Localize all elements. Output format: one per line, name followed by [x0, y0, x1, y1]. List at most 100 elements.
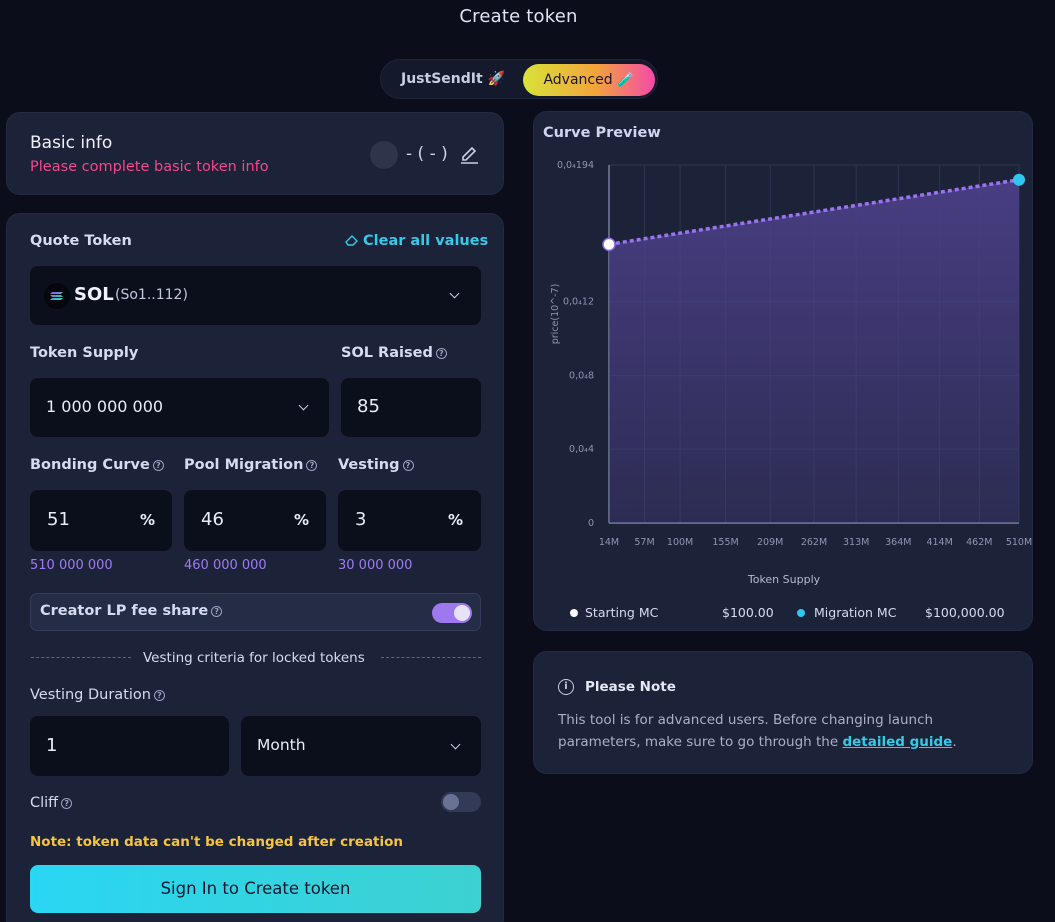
x-tick-label: 462M — [966, 537, 992, 548]
basic-info-card[interactable]: Basic info Please complete basic token i… — [6, 112, 504, 195]
vesting-divider-left — [31, 657, 131, 658]
x-tick-label: 155M — [712, 537, 738, 548]
toggle-knob — [454, 605, 470, 621]
sol-raised-label-text: SOL Raised — [341, 345, 433, 361]
pool-migration-tokens: 460 000 000 — [184, 558, 267, 573]
creator-lp-toggle[interactable] — [432, 603, 472, 623]
sol-raised-input[interactable]: 85 — [341, 378, 481, 437]
y-tick-label: 0,0₄12 — [563, 297, 594, 308]
creator-lp-label-text: Creator LP fee share — [40, 603, 209, 619]
eraser-icon — [345, 234, 359, 246]
cliff-toggle[interactable] — [441, 792, 481, 812]
chevron-down-icon — [298, 400, 309, 411]
curve-preview-title: Curve Preview — [543, 125, 661, 141]
info-icon[interactable]: ? — [211, 606, 223, 617]
pool-migration-value: 46 — [201, 509, 224, 530]
info-icon[interactable]: ? — [61, 798, 73, 809]
token-supply-label: Token Supply — [30, 345, 139, 361]
sol-raised-label: SOL Raised? — [341, 345, 447, 361]
curve-chart: 14M 57M 100M 155M 209M 262M 313M 364M 414M 462M 51… — [550, 160, 1032, 586]
chevron-down-icon — [449, 288, 460, 299]
curve-line — [608, 178, 1020, 247]
token-supply-select[interactable]: 1 000 000 000 — [30, 378, 329, 437]
info-icon[interactable]: ? — [152, 460, 164, 471]
legend-starting-dot — [570, 609, 578, 617]
x-tick-label: 14M — [599, 537, 619, 548]
please-note-card: i Please Note This tool is for advanced … — [533, 651, 1033, 774]
x-tick-label: 414M — [926, 537, 952, 548]
bonding-curve-input[interactable]: 51 % — [30, 490, 172, 551]
mode-advanced-button[interactable]: Advanced 🧪 — [523, 64, 655, 96]
vesting-duration-unit-select[interactable]: Month — [241, 716, 481, 776]
percent-sign: % — [448, 511, 464, 529]
curve-area — [609, 179, 1019, 523]
token-form-card: Quote Token Clear all values SOL (So1..1… — [6, 213, 504, 922]
info-icon[interactable]: ? — [153, 690, 165, 701]
x-tick-label: 313M — [843, 537, 869, 548]
pool-migration-label-text: Pool Migration — [184, 457, 304, 473]
percent-sign: % — [140, 511, 156, 529]
curve-preview-card: Curve Preview 14M 57M 100M 155M 209M 262M 313M… — [533, 111, 1033, 631]
start-point — [602, 237, 616, 252]
bonding-curve-label: Bonding Curve? — [30, 457, 164, 473]
info-icon[interactable]: ? — [402, 460, 414, 471]
vesting-duration-label: Vesting Duration? — [30, 687, 165, 703]
toggle-knob — [443, 794, 459, 810]
vesting-duration-label-text: Vesting Duration — [30, 687, 151, 703]
vesting-duration-unit: Month — [257, 736, 306, 754]
y-axis-label: price(10^-7) — [550, 284, 561, 345]
pool-migration-label: Pool Migration? — [184, 457, 318, 473]
page-title: Create token — [459, 6, 578, 27]
sign-in-create-button[interactable]: Sign In to Create token — [30, 865, 481, 913]
y-tick-label: 0 — [588, 518, 594, 529]
quote-token-select[interactable]: SOL (So1..112) — [30, 266, 481, 325]
x-tick-label: 209M — [757, 537, 783, 548]
legend-migration-value: $100,000.00 — [925, 605, 1005, 620]
info-icon[interactable]: ? — [435, 348, 447, 359]
vesting-tokens: 30 000 000 — [338, 558, 413, 573]
mode-toggle: JustSendIt 🚀 Advanced 🧪 — [380, 59, 658, 99]
sol-raised-value: 85 — [357, 396, 380, 417]
creator-lp-row: Creator LP fee share? — [30, 593, 481, 631]
pool-migration-input[interactable]: 46 % — [184, 490, 326, 551]
vesting-duration-input[interactable]: 1 — [30, 716, 229, 776]
edit-icon[interactable] — [458, 142, 480, 164]
please-note-text: This tool is for advanced users. Before … — [558, 709, 978, 753]
x-tick-label: 57M — [634, 537, 654, 548]
cliff-label-text: Cliff — [30, 795, 59, 811]
please-note-text-end: . — [952, 734, 957, 750]
y-tick-label: 0,0₄8 — [569, 370, 594, 381]
vesting-criteria-label: Vesting criteria for locked tokens — [143, 650, 365, 666]
quote-token-label: Quote Token — [30, 233, 132, 249]
info-icon: i — [558, 679, 574, 695]
creation-note: Note: token data can't be changed after … — [30, 834, 404, 850]
bonding-curve-tokens: 510 000 000 — [30, 558, 113, 573]
vesting-input[interactable]: 3 % — [338, 490, 481, 551]
token-supply-value: 1 000 000 000 — [46, 397, 164, 416]
please-note-text-body: This tool is for advanced users. Before … — [558, 712, 934, 750]
y-tick-label: 0,0₄194 — [557, 160, 594, 171]
clear-all-button[interactable]: Clear all values — [345, 233, 488, 249]
percent-sign: % — [294, 511, 310, 529]
info-icon[interactable]: ? — [306, 460, 318, 471]
please-note-title: Please Note — [585, 679, 676, 695]
y-tick-label: 0,0₄4 — [569, 444, 594, 455]
migration-point — [1013, 173, 1025, 186]
ticker-placeholder: - ( - ) — [406, 144, 448, 164]
x-tick-label: 510M — [1006, 537, 1032, 548]
detailed-guide-link[interactable]: detailed guide — [842, 734, 953, 750]
mode-justsendit-button[interactable]: JustSendIt 🚀 — [401, 71, 505, 87]
vesting-label-text: Vesting — [338, 457, 400, 473]
chevron-down-icon — [450, 739, 461, 750]
x-tick-label: 364M — [885, 537, 911, 548]
x-tick-label: 262M — [801, 537, 827, 548]
x-tick-label: 100M — [667, 537, 693, 548]
creator-lp-label: Creator LP fee share? — [40, 603, 223, 619]
token-image-placeholder[interactable] — [370, 141, 398, 169]
sol-icon — [44, 283, 70, 309]
vesting-label: Vesting? — [338, 457, 414, 473]
vesting-value: 3 — [355, 509, 367, 530]
basic-info-title: Basic info — [30, 133, 113, 153]
bonding-curve-value: 51 — [47, 509, 70, 530]
bonding-curve-label-text: Bonding Curve — [30, 457, 150, 473]
